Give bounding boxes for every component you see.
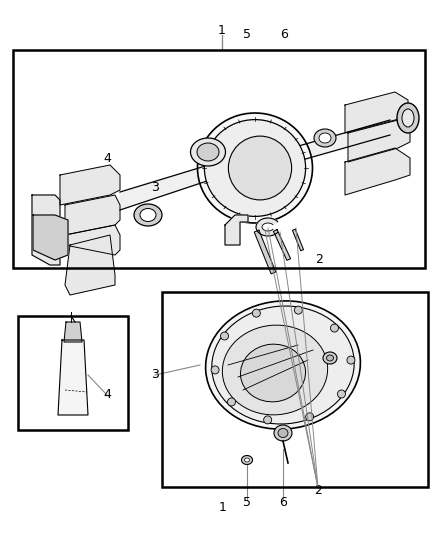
Text: 5: 5 [243, 496, 251, 508]
Polygon shape [295, 120, 390, 162]
Text: 1: 1 [219, 501, 226, 514]
Ellipse shape [223, 325, 328, 415]
Text: 6: 6 [279, 496, 287, 508]
Text: 3: 3 [151, 368, 159, 382]
Text: 5: 5 [243, 28, 251, 41]
Polygon shape [58, 340, 88, 415]
Circle shape [337, 390, 346, 398]
Circle shape [221, 332, 229, 340]
Polygon shape [225, 215, 248, 245]
Polygon shape [32, 195, 60, 265]
Ellipse shape [241, 456, 252, 464]
Polygon shape [256, 218, 278, 236]
Text: 4: 4 [103, 152, 111, 165]
Polygon shape [273, 230, 290, 260]
Circle shape [211, 366, 219, 374]
Polygon shape [33, 215, 68, 260]
Ellipse shape [191, 138, 226, 166]
Polygon shape [345, 92, 408, 133]
Ellipse shape [314, 129, 336, 147]
Ellipse shape [134, 204, 162, 226]
Ellipse shape [228, 136, 292, 200]
Polygon shape [65, 235, 115, 295]
Polygon shape [345, 148, 410, 195]
Bar [162, 292, 428, 487]
Ellipse shape [278, 429, 288, 438]
Circle shape [252, 309, 260, 317]
Text: 4: 4 [103, 389, 111, 401]
Text: 1: 1 [218, 23, 226, 36]
Ellipse shape [240, 344, 306, 402]
Ellipse shape [274, 425, 292, 441]
Ellipse shape [402, 109, 414, 127]
Polygon shape [254, 230, 276, 274]
Polygon shape [348, 120, 410, 162]
Ellipse shape [244, 458, 250, 462]
Ellipse shape [205, 119, 306, 216]
Circle shape [294, 306, 302, 314]
Polygon shape [60, 165, 120, 205]
Polygon shape [65, 225, 120, 255]
Polygon shape [293, 229, 304, 251]
Bar [13, 50, 425, 268]
Polygon shape [65, 195, 120, 235]
Ellipse shape [212, 306, 354, 424]
Bar [18, 316, 128, 430]
Circle shape [227, 398, 236, 406]
Ellipse shape [326, 355, 333, 361]
Ellipse shape [397, 103, 419, 133]
Circle shape [264, 416, 272, 424]
Polygon shape [120, 160, 225, 210]
Ellipse shape [140, 208, 156, 222]
Text: 3: 3 [151, 181, 159, 194]
Text: 2: 2 [314, 483, 322, 497]
Ellipse shape [319, 133, 331, 143]
Polygon shape [64, 322, 82, 342]
Ellipse shape [323, 352, 337, 364]
Ellipse shape [205, 301, 360, 429]
Ellipse shape [197, 143, 219, 161]
Circle shape [331, 324, 339, 332]
Text: 6: 6 [280, 28, 288, 41]
Circle shape [306, 413, 314, 421]
Circle shape [347, 356, 355, 364]
Text: 2: 2 [315, 253, 323, 266]
Ellipse shape [198, 113, 312, 223]
